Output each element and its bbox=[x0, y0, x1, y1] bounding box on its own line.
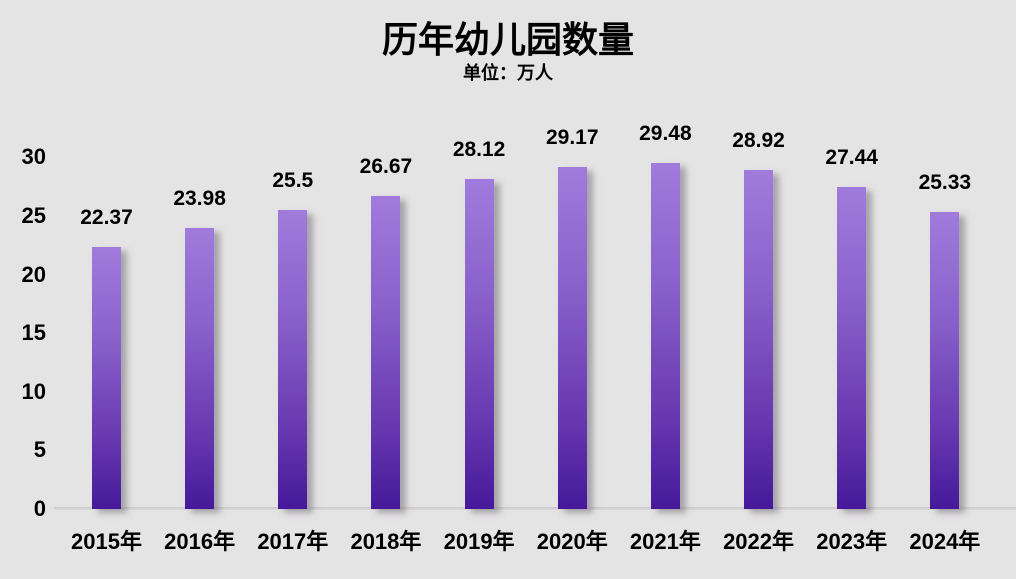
x-axis-tick-label: 2023年 bbox=[816, 529, 888, 554]
y-axis-tick-label: 15 bbox=[21, 320, 46, 346]
bar-value-label: 25.5 bbox=[272, 169, 314, 193]
x-axis-tick-label: 2017年 bbox=[257, 529, 329, 554]
bar-value-label: 22.37 bbox=[80, 205, 133, 229]
bar-value-label: 23.98 bbox=[173, 186, 226, 210]
bar bbox=[92, 246, 121, 509]
bar bbox=[930, 212, 960, 509]
y-axis-tick-label: 5 bbox=[33, 437, 46, 463]
bar bbox=[650, 163, 680, 509]
x-axis-tick-label: 2018年 bbox=[350, 529, 422, 554]
bar-value-label: 28.92 bbox=[732, 129, 785, 153]
chart-title: 历年幼儿园数量 bbox=[381, 19, 634, 60]
bar bbox=[837, 187, 867, 509]
bar-value-label: 28.12 bbox=[452, 138, 506, 162]
bar-value-label: 29.17 bbox=[545, 126, 599, 150]
x-axis-tick-label: 2024年 bbox=[909, 529, 981, 554]
bar bbox=[557, 167, 587, 509]
x-axis-tick-label: 2021年 bbox=[629, 529, 701, 554]
y-axis-tick-label: 0 bbox=[33, 496, 46, 521]
y-axis-tick-label: 20 bbox=[21, 261, 46, 287]
bar bbox=[278, 210, 308, 509]
bar-value-label: 29.48 bbox=[639, 122, 692, 146]
x-axis-tick-label: 2022年 bbox=[723, 529, 795, 554]
x-axis-line bbox=[54, 507, 1016, 510]
bar bbox=[464, 179, 494, 509]
bar-value-label: 27.44 bbox=[825, 146, 878, 170]
x-axis-tick-label: 2019年 bbox=[443, 529, 515, 554]
bar bbox=[744, 170, 774, 509]
y-axis-tick-label: 10 bbox=[21, 378, 46, 404]
chart-unit-label: 单位：万人 bbox=[463, 63, 553, 83]
y-axis-tick-label: 25 bbox=[21, 203, 46, 228]
bar-value-label: 26.67 bbox=[359, 155, 413, 179]
bar bbox=[371, 196, 401, 509]
x-axis-tick-label: 2020年 bbox=[536, 529, 608, 554]
bar-value-label: 25.33 bbox=[918, 171, 972, 195]
x-axis-tick-label: 2015年 bbox=[71, 529, 142, 554]
x-axis-tick-label: 2016年 bbox=[164, 529, 236, 554]
bar bbox=[185, 227, 215, 509]
y-axis-tick-label: 30 bbox=[21, 144, 46, 170]
